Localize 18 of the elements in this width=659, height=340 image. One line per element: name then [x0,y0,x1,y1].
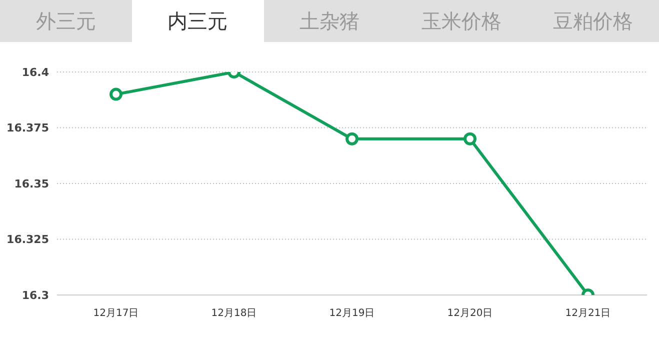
point [464,132,476,146]
point [346,132,358,146]
x-tick-label: 12月18日 [211,308,257,320]
x-tick-label: 12月19日 [329,308,375,320]
point [110,88,122,101]
y-tick-label: 16.325 [6,233,49,246]
x-tick-label: 12月21日 [565,308,611,320]
text: 土杂猪 [264,0,396,42]
text: 内三元 [132,0,264,42]
text: 外三元 [0,0,132,42]
y-tick-label: 16.375 [6,122,49,135]
text: 玉米价格 [395,0,528,42]
x-tick-label: 12月20日 [447,308,493,320]
text: 豆粕价格 [527,0,659,42]
y-tick-label: 16.3 [22,288,49,302]
x-tick-label: 12月17日 [93,308,139,320]
y-tick-label: 16.35 [14,177,49,190]
y-tick-label: 16.4 [22,66,50,79]
